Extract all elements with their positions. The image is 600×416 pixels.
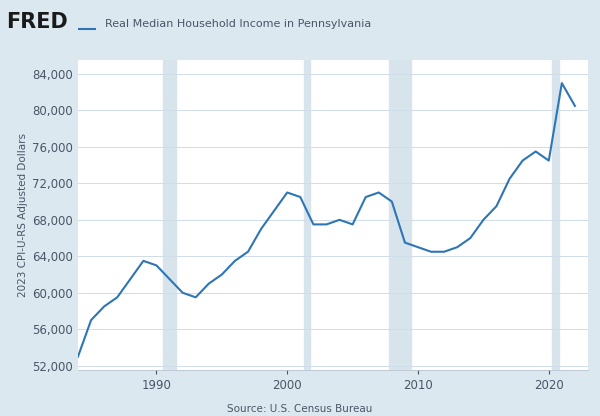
Bar <box>552 60 559 370</box>
Text: FRED: FRED <box>6 12 68 32</box>
Bar <box>304 60 310 370</box>
Text: Real Median Household Income in Pennsylvania: Real Median Household Income in Pennsylv… <box>105 19 371 29</box>
Text: Source: U.S. Census Bureau: Source: U.S. Census Bureau <box>227 404 373 414</box>
Bar <box>389 60 412 370</box>
Y-axis label: 2023 CPI-U-RS Adjusted Dollars: 2023 CPI-U-RS Adjusted Dollars <box>18 133 28 297</box>
Bar <box>163 60 176 370</box>
